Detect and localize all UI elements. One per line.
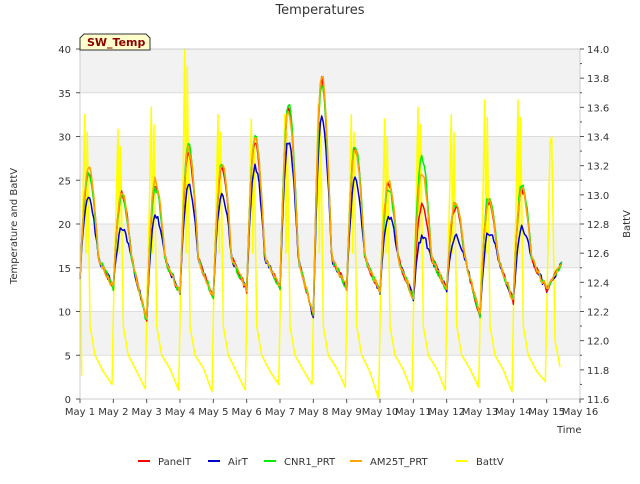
- y2-tick-label: 12.2: [587, 308, 609, 319]
- x-tick-label: May 10: [362, 407, 399, 418]
- y-tick-label: 30: [58, 133, 71, 144]
- y-axis-left: 0 5 10 15 20 25 30 35 40: [58, 45, 80, 406]
- y2-tick-label: 11.8: [587, 366, 609, 377]
- y-tick-label: 15: [58, 264, 71, 275]
- x-tick-label: May 6: [232, 407, 262, 418]
- y-axis-right: 11.6 11.8 12.0 12.2 12.4 12.6 12.8 13.0 13.2 13.4…: [580, 45, 609, 406]
- legend-label: CNR1_PRT: [284, 457, 336, 468]
- x-tick-label: May 1: [65, 407, 95, 418]
- x-tick-label: May 5: [198, 407, 228, 418]
- y2-tick-label: 12.8: [587, 220, 609, 231]
- background-band: [80, 311, 580, 356]
- y-tick-label: 35: [58, 89, 71, 100]
- y-tick-label: 25: [58, 176, 71, 187]
- background-band: [80, 49, 580, 93]
- x-tick-label: May 15: [528, 407, 565, 418]
- y-tick-label: 20: [58, 220, 71, 231]
- x-tick-label: May 16: [562, 407, 599, 418]
- x-tick-label: May 9: [332, 407, 362, 418]
- station-badge-label: SW_Temp: [87, 36, 146, 49]
- y2-tick-label: 13.6: [587, 103, 609, 114]
- series-line-am25t-prt: [79, 75, 563, 320]
- legend-label: BattV: [476, 457, 504, 468]
- x-tick-label: May 8: [298, 407, 328, 418]
- x-tick-label: May 4: [165, 407, 195, 418]
- y2-tick-label: 13.8: [587, 74, 609, 85]
- legend-item-panelt: PanelT: [138, 457, 192, 468]
- station-badge: SW_Temp: [79, 33, 151, 51]
- x-axis-title: Time: [556, 425, 581, 436]
- x-tick-label: May 3: [132, 407, 162, 418]
- y2-tick-label: 13.2: [587, 162, 609, 173]
- x-tick-label: May 2: [98, 407, 128, 418]
- chart-title: Temperatures: [274, 3, 364, 18]
- y-tick-label: 5: [65, 351, 71, 362]
- y-axis-title: Temperature and BattV: [9, 168, 20, 285]
- legend-item-am25t-prt: AM25T_PRT: [350, 457, 429, 468]
- y-tick-label: 0: [65, 395, 71, 406]
- legend-item-airt: AirT: [208, 457, 249, 468]
- x-tick-label: May 14: [495, 407, 532, 418]
- series-lines: [79, 48, 563, 400]
- y-tick-label: 10: [58, 308, 71, 319]
- background-band: [80, 136, 580, 181]
- station-badge-box: [79, 33, 151, 51]
- y2-tick-label: 13.0: [587, 191, 609, 202]
- legend-item-cnr1-prt: CNR1_PRT: [264, 457, 336, 468]
- y2-tick-label: 13.4: [587, 133, 609, 144]
- y2-tick-label: 12.4: [587, 278, 609, 289]
- y2-tick-label: 14.0: [587, 45, 609, 56]
- x-tick-label: May 7: [265, 407, 295, 418]
- legend-label: PanelT: [158, 457, 192, 468]
- legend: PanelT AirT CNR1_PRT AM25T_PRT BattV: [138, 457, 504, 468]
- x-axis: May 1 May 2 May 3 May 4 May 5 May 6 May 7 May 8…: [65, 399, 598, 418]
- y2-tick-label: 11.6: [587, 395, 609, 406]
- x-tick-label: May 12: [428, 407, 465, 418]
- legend-item-battv: BattV: [456, 457, 504, 468]
- legend-label: AM25T_PRT: [370, 457, 429, 468]
- legend-label: AirT: [228, 457, 249, 468]
- y2-tick-label: 12.6: [587, 249, 609, 260]
- y2-tick-label: 12.0: [587, 337, 609, 348]
- x-tick-label: May 13: [462, 407, 499, 418]
- y-tick-label: 40: [58, 45, 71, 56]
- x-tick-label: May 11: [395, 407, 432, 418]
- y2-axis-title: BattV: [622, 210, 633, 238]
